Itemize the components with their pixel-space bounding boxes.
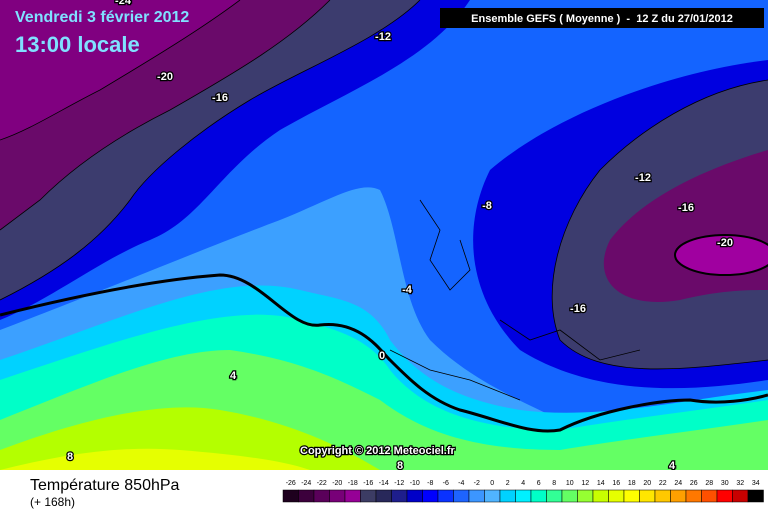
legend-swatch xyxy=(422,489,439,503)
legend-swatch xyxy=(360,489,377,503)
contour-label: 4 xyxy=(669,460,676,472)
legend-swatch xyxy=(639,489,656,503)
contour-label: -20 xyxy=(157,71,173,83)
legend-swatch xyxy=(592,489,609,503)
legend-tick-label: 32 xyxy=(736,480,744,487)
legend-swatch xyxy=(484,489,501,503)
contours xyxy=(0,0,768,401)
contour-label: -4 xyxy=(402,284,413,296)
contour-label: -12 xyxy=(635,172,651,184)
legend-swatch xyxy=(406,489,423,503)
legend-tick-label: 18 xyxy=(628,480,636,487)
legend-swatch xyxy=(747,489,764,503)
contour-label: -12 xyxy=(375,31,391,43)
legend-swatch xyxy=(437,489,454,503)
legend-swatch xyxy=(654,489,671,503)
legend-swatch xyxy=(515,489,532,503)
legend-tick-label: -4 xyxy=(458,480,464,487)
legend-tick-label: -14 xyxy=(379,480,389,487)
legend-tick-label: 22 xyxy=(659,480,667,487)
cold-band xyxy=(0,0,240,140)
legend-tick-label: 28 xyxy=(705,480,713,487)
legend-tick-label: -22 xyxy=(317,480,327,487)
legend-tick-label: -6 xyxy=(443,480,449,487)
contour-label: 4 xyxy=(230,370,237,382)
legend-swatch xyxy=(344,489,361,503)
legend-tick-label: 12 xyxy=(581,480,589,487)
legend-tick-label: 20 xyxy=(643,480,651,487)
legend-tick-label: 14 xyxy=(597,480,605,487)
legend-swatch xyxy=(391,489,408,503)
legend-swatch xyxy=(716,489,733,503)
legend-tick-label: -2 xyxy=(474,480,480,487)
legend-tick-label: -16 xyxy=(363,480,373,487)
legend-swatch xyxy=(499,489,516,503)
legend-swatch xyxy=(313,489,330,503)
footer-lead: (+ 168h) xyxy=(30,495,75,509)
legend-swatch xyxy=(685,489,702,503)
model-box xyxy=(440,8,764,28)
copyright: Copyright © 2012 Meteociel.fr xyxy=(300,445,456,457)
legend-swatch xyxy=(608,489,625,503)
date: Vendredi 3 février 2012 xyxy=(15,9,189,26)
contour-label: -20 xyxy=(717,237,733,249)
legend-tick-label: 0 xyxy=(490,480,494,487)
legend-swatch xyxy=(623,489,640,503)
contour-label: -16 xyxy=(678,202,694,214)
legend-tick-label: -8 xyxy=(427,480,433,487)
legend-swatch xyxy=(375,489,392,503)
legend-tick-label: -24 xyxy=(301,480,311,487)
legend-swatch xyxy=(453,489,470,503)
legend-tick-label: -20 xyxy=(332,480,342,487)
temp-band xyxy=(0,448,310,470)
contour-label: 8 xyxy=(67,451,73,463)
legend-swatch xyxy=(530,489,547,503)
model: Ensemble GEFS ( Moyenne ) - 12 Z du 27/0… xyxy=(471,13,733,25)
legend-tick-label: 4 xyxy=(521,480,525,487)
legend-swatch xyxy=(546,489,563,503)
legend-tick-label: -12 xyxy=(394,480,404,487)
contour-label: -24 xyxy=(115,0,132,7)
legend-swatch xyxy=(282,489,299,503)
legend-swatch xyxy=(577,489,594,503)
legend-swatch xyxy=(701,489,718,503)
legend-tick-label: 16 xyxy=(612,480,620,487)
zero-contour xyxy=(0,273,768,433)
contour-label: 0 xyxy=(379,350,385,362)
contour-label: 8 xyxy=(397,460,403,472)
legend-swatch xyxy=(561,489,578,503)
contour-label: -16 xyxy=(570,303,586,315)
contour-label: -8 xyxy=(482,200,492,212)
legend-tick-label: 24 xyxy=(674,480,682,487)
cold-core xyxy=(674,234,768,276)
legend-tick-label: 8 xyxy=(552,480,556,487)
legend-tick-label: 26 xyxy=(690,480,698,487)
legend-tick-label: -26 xyxy=(286,480,296,487)
time: 13:00 locale xyxy=(15,32,140,57)
legend-tick-label: -18 xyxy=(348,480,358,487)
contour-label: -16 xyxy=(212,92,228,104)
footer-title: Température 850hPa xyxy=(30,477,180,494)
legend-tick-label: 34 xyxy=(752,480,760,487)
legend-swatch xyxy=(670,489,687,503)
legend-tick-label: 6 xyxy=(537,480,541,487)
legend-tick-label: 30 xyxy=(721,480,729,487)
legend-swatch xyxy=(732,489,749,503)
legend-swatch xyxy=(298,489,315,503)
legend-tick-label: 2 xyxy=(506,480,510,487)
legend-swatch xyxy=(468,489,485,503)
legend-tick-label: -10 xyxy=(410,480,420,487)
legend-swatch xyxy=(329,489,346,503)
legend-tick-label: 10 xyxy=(566,480,574,487)
